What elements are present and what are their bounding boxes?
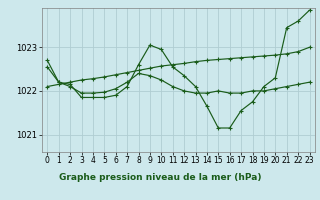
Text: Graphe pression niveau de la mer (hPa): Graphe pression niveau de la mer (hPa)	[59, 173, 261, 182]
